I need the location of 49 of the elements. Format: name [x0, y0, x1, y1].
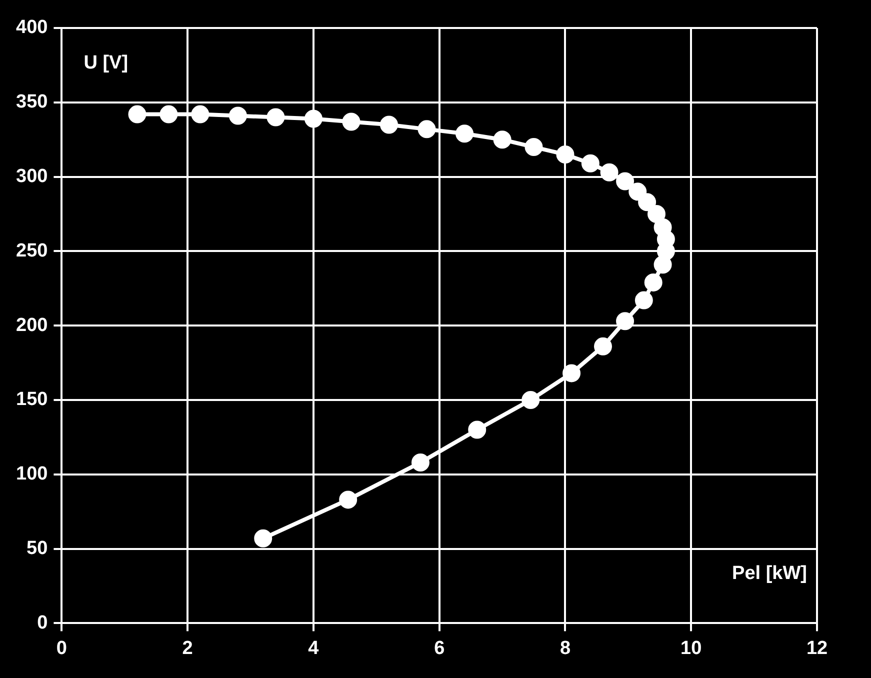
point — [380, 116, 398, 134]
point — [524, 138, 543, 156]
point — [418, 120, 436, 138]
x-tick-label: 12 — [806, 638, 828, 659]
y-tick-label: 50 — [26, 538, 48, 560]
point — [228, 106, 247, 125]
x-tick-label: 2 — [182, 638, 193, 659]
point — [616, 312, 634, 330]
y-tick-label: 100 — [16, 464, 48, 485]
y-tick-label: 400 — [16, 17, 48, 38]
point — [600, 163, 618, 182]
x-tick-label: 0 — [56, 638, 67, 659]
point — [654, 218, 672, 236]
point — [648, 205, 666, 223]
point — [628, 182, 647, 201]
point — [456, 124, 474, 143]
y-tick-label: 200 — [16, 314, 48, 336]
point — [191, 105, 210, 124]
point — [522, 391, 540, 409]
point — [581, 154, 600, 172]
point — [634, 291, 653, 310]
point — [594, 337, 612, 356]
point — [160, 105, 178, 124]
y-tick-label: 150 — [16, 389, 48, 410]
point — [339, 490, 358, 509]
x-tick-label: 6 — [434, 638, 445, 659]
y-axis-title: U [V] — [84, 52, 128, 74]
y-tick-label: 300 — [16, 166, 48, 188]
point — [638, 193, 656, 212]
point — [128, 105, 146, 124]
x-tick-label: 10 — [680, 638, 702, 659]
y-tick-label: 350 — [16, 92, 48, 113]
point — [556, 145, 574, 164]
y-tick-label: 0 — [37, 612, 48, 634]
point — [562, 364, 581, 382]
point — [468, 420, 486, 439]
point — [411, 453, 430, 472]
point — [304, 110, 322, 128]
point — [342, 112, 360, 131]
point — [644, 273, 662, 292]
x-tick-label: 4 — [308, 638, 320, 659]
point — [493, 130, 512, 149]
point — [654, 256, 672, 274]
x-axis-title: Pel [kW] — [732, 562, 807, 584]
point — [254, 529, 272, 548]
y-tick-label: 250 — [16, 240, 48, 262]
point — [616, 172, 634, 190]
point — [266, 108, 285, 126]
x-tick-label: 8 — [560, 638, 571, 659]
